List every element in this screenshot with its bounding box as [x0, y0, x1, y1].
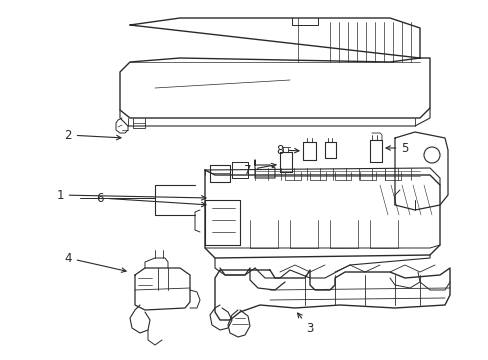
Text: 8: 8: [276, 144, 298, 157]
Text: 1: 1: [56, 189, 205, 202]
Text: 6: 6: [96, 192, 205, 207]
Text: 5: 5: [385, 141, 408, 154]
Text: 3: 3: [297, 313, 313, 334]
Text: 4: 4: [64, 252, 126, 272]
Text: 2: 2: [64, 129, 121, 141]
Text: 7: 7: [244, 163, 276, 176]
